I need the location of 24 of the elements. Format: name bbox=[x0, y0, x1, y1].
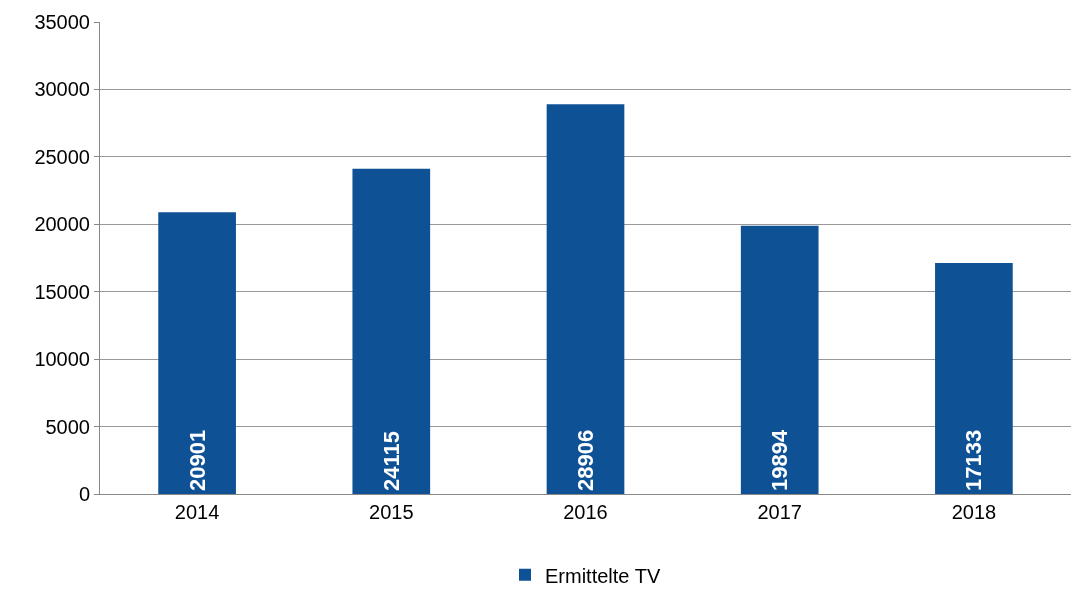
bar bbox=[740, 225, 819, 494]
data-label: 20901 bbox=[184, 429, 210, 491]
y-tick-label: 30000 bbox=[34, 78, 90, 101]
y-tick-label: 35000 bbox=[34, 11, 90, 33]
y-tick-label: 5000 bbox=[45, 415, 90, 438]
y-tick-label: 15000 bbox=[34, 280, 90, 303]
x-tick-label: 2017 bbox=[757, 501, 802, 523]
data-label: 28906 bbox=[573, 429, 598, 491]
data-label: 24115 bbox=[378, 431, 404, 491]
data-label: 17133 bbox=[961, 429, 987, 491]
y-tick-label: 0 bbox=[78, 483, 90, 505]
x-tick-label: 2015 bbox=[369, 501, 414, 523]
x-tick-label: 2014 bbox=[174, 501, 220, 523]
bar bbox=[158, 212, 236, 494]
y-tick-label: 20000 bbox=[34, 213, 90, 236]
y-tick-label: 10000 bbox=[34, 348, 90, 371]
x-tick-label: 2018 bbox=[951, 501, 997, 523]
x-tick-label: 2016 bbox=[563, 501, 608, 523]
bar bbox=[546, 104, 625, 494]
bar bbox=[935, 262, 1013, 494]
data-label: 19894 bbox=[767, 429, 793, 491]
bar bbox=[352, 168, 431, 494]
y-tick-label: 25000 bbox=[34, 145, 90, 168]
legend-label: Ermittelte TV bbox=[545, 564, 661, 587]
